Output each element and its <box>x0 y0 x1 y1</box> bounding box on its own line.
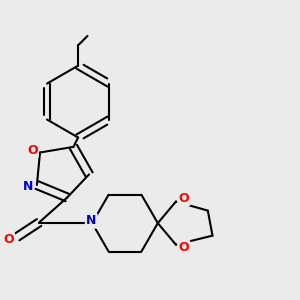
Text: N: N <box>23 180 33 193</box>
Text: O: O <box>178 241 189 254</box>
Text: N: N <box>86 214 96 227</box>
Text: O: O <box>27 143 38 157</box>
Text: O: O <box>178 192 189 205</box>
Text: O: O <box>3 233 14 246</box>
